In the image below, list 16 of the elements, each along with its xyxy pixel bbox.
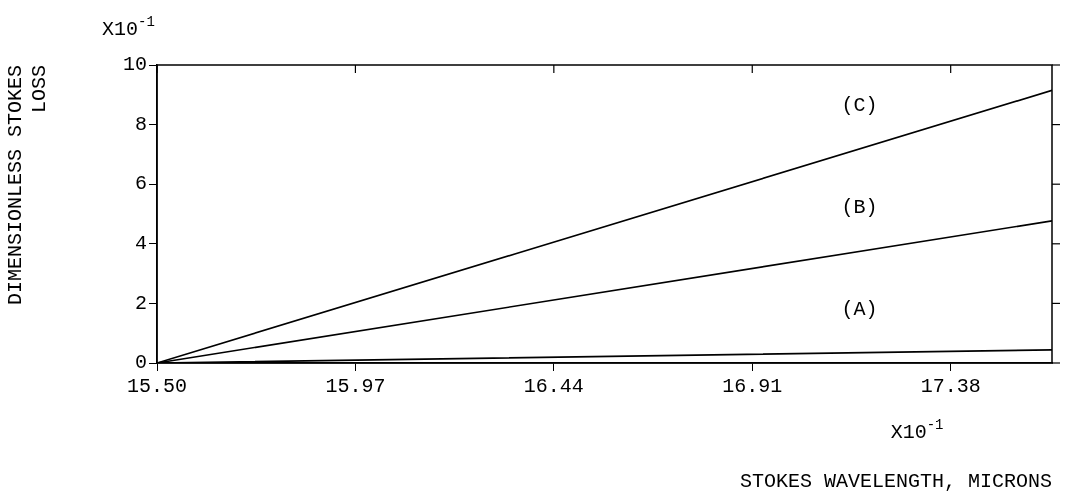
x-axis-title: STOKES WAVELENGTH, MICRONS [739,470,1052,494]
y-tick-label: 0 [134,351,147,375]
y-tick-label: 4 [134,232,147,256]
series-label: (C) [841,93,878,117]
x-tick-label: 16.91 [722,375,783,399]
x-tick-label: 15.97 [325,375,386,399]
y-tick-label: 6 [134,172,147,196]
x-tick-label: 16.44 [523,375,584,399]
y-tick-label: 10 [122,53,147,77]
x-tick-label: 15.50 [126,375,188,399]
y-tick-label: 8 [134,112,147,136]
y-tick-label: 2 [134,291,147,315]
y-axis-title: DIMENSIONLESS STOKES LOSS [4,65,52,306]
series-label: (A) [841,297,878,321]
series-label: (B) [841,196,878,220]
x-tick-label: 17.38 [920,375,981,399]
